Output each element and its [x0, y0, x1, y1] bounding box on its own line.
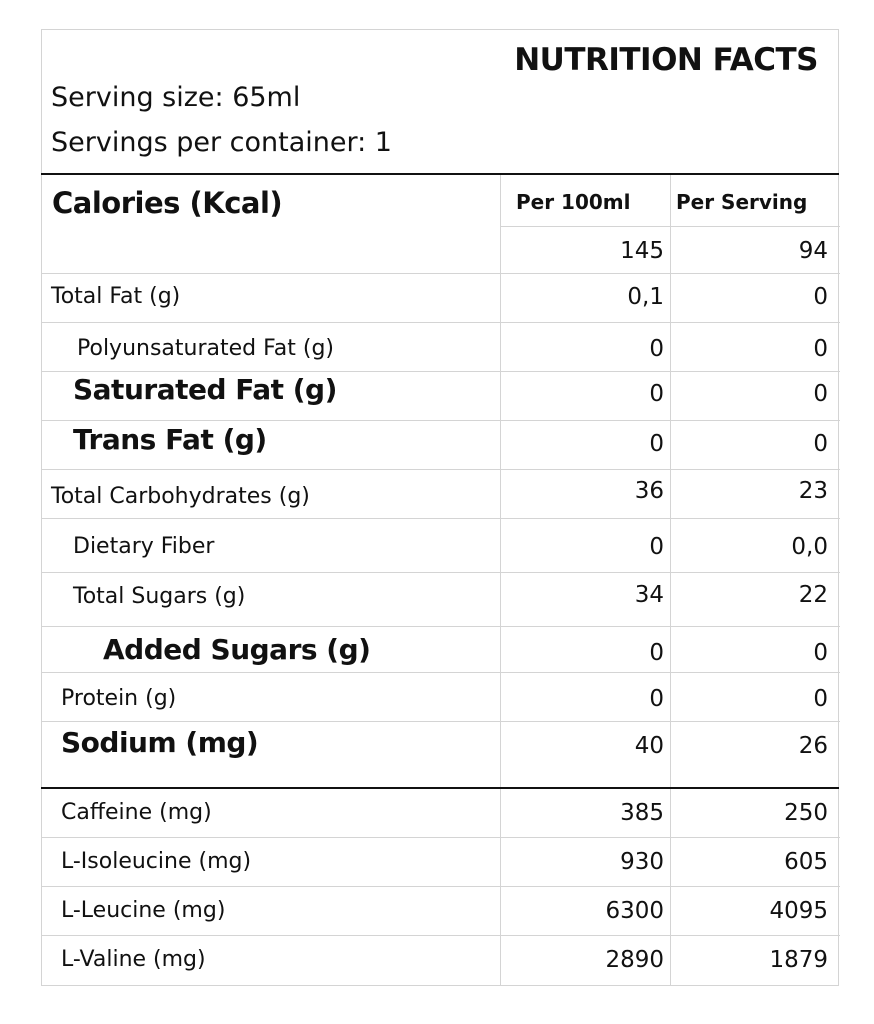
- row-line: [42, 837, 840, 838]
- row-line: [42, 273, 840, 274]
- column-header-per-serving: Per Serving: [676, 190, 808, 214]
- nutrient-per-serving: 0: [813, 431, 828, 457]
- column-divider-1: [500, 175, 501, 986]
- nutrient-per100: 0: [649, 640, 664, 666]
- row-line: [42, 572, 840, 573]
- extra-per-serving: 4095: [769, 898, 828, 924]
- servings-per-container: Servings per container: 1: [51, 127, 392, 158]
- extra-name: L-Leucine (mg): [61, 898, 226, 923]
- nutrient-per-serving: 0: [813, 284, 828, 310]
- nutrient-name: Saturated Fat (g): [73, 373, 337, 406]
- row-line: [42, 518, 840, 519]
- nutrient-per-serving: 0: [813, 336, 828, 362]
- row-line: [42, 721, 840, 722]
- column-header-per100: Per 100ml: [516, 190, 631, 214]
- nutrient-name: Dietary Fiber: [73, 534, 215, 559]
- extra-per100: 385: [620, 800, 664, 826]
- nutrient-per-serving: 22: [798, 582, 828, 608]
- calories-per-serving: 94: [798, 238, 828, 264]
- extra-name: L-Valine (mg): [61, 947, 206, 972]
- extra-per-serving: 250: [784, 800, 828, 826]
- nutrient-name: Added Sugars (g): [103, 633, 371, 666]
- nutrient-name: Trans Fat (g): [73, 423, 267, 456]
- header-line: [500, 226, 840, 227]
- nutrient-per100: 0: [649, 431, 664, 457]
- row-line: [42, 935, 840, 936]
- extra-per100: 6300: [605, 898, 664, 924]
- calories-label: Calories (Kcal): [52, 186, 283, 220]
- extra-per100: 2890: [605, 947, 664, 973]
- calories-per100: 145: [620, 238, 664, 264]
- extra-per-serving: 1879: [769, 947, 828, 973]
- nutrient-name: Sodium (mg): [61, 726, 259, 759]
- row-line: [42, 322, 840, 323]
- row-line: [42, 886, 840, 887]
- nutrient-per100: 36: [634, 478, 664, 504]
- nutrient-per100: 0: [649, 686, 664, 712]
- label-title: NUTRITION FACTS: [514, 42, 818, 78]
- extra-name: L-Isoleucine (mg): [61, 849, 252, 874]
- nutrient-per-serving: 26: [798, 733, 828, 759]
- nutrient-name: Total Fat (g): [51, 284, 181, 309]
- nutrient-per-serving: 0: [813, 686, 828, 712]
- row-line: [42, 371, 840, 372]
- nutrient-name: Polyunsaturated Fat (g): [77, 336, 334, 361]
- nutrient-per100: 34: [634, 582, 664, 608]
- nutrient-per100: 0: [649, 336, 664, 362]
- nutrient-per-serving: 0,0: [791, 534, 828, 560]
- top-divider: [41, 173, 839, 175]
- nutrient-per100: 0: [649, 534, 664, 560]
- serving-size: Serving size: 65ml: [51, 82, 301, 113]
- nutrient-per-serving: 23: [798, 478, 828, 504]
- column-divider-2: [670, 175, 671, 986]
- nutrient-per100: 40: [634, 733, 664, 759]
- nutrient-per-serving: 0: [813, 381, 828, 407]
- nutrient-name: Protein (g): [61, 686, 177, 711]
- nutrition-label: NUTRITION FACTS Serving size: 65ml Servi…: [41, 29, 840, 986]
- row-line: [42, 626, 840, 627]
- extra-per100: 930: [620, 849, 664, 875]
- row-line: [42, 469, 840, 470]
- bottom-divider: [41, 787, 839, 789]
- nutrient-per100: 0,1: [627, 284, 664, 310]
- row-line: [42, 420, 840, 421]
- nutrient-per100: 0: [649, 381, 664, 407]
- nutrient-per-serving: 0: [813, 640, 828, 666]
- row-line: [42, 672, 840, 673]
- nutrient-name: Total Sugars (g): [73, 584, 246, 609]
- nutrient-name: Total Carbohydrates (g): [51, 484, 310, 509]
- extra-per-serving: 605: [784, 849, 828, 875]
- extra-name: Caffeine (mg): [61, 800, 212, 825]
